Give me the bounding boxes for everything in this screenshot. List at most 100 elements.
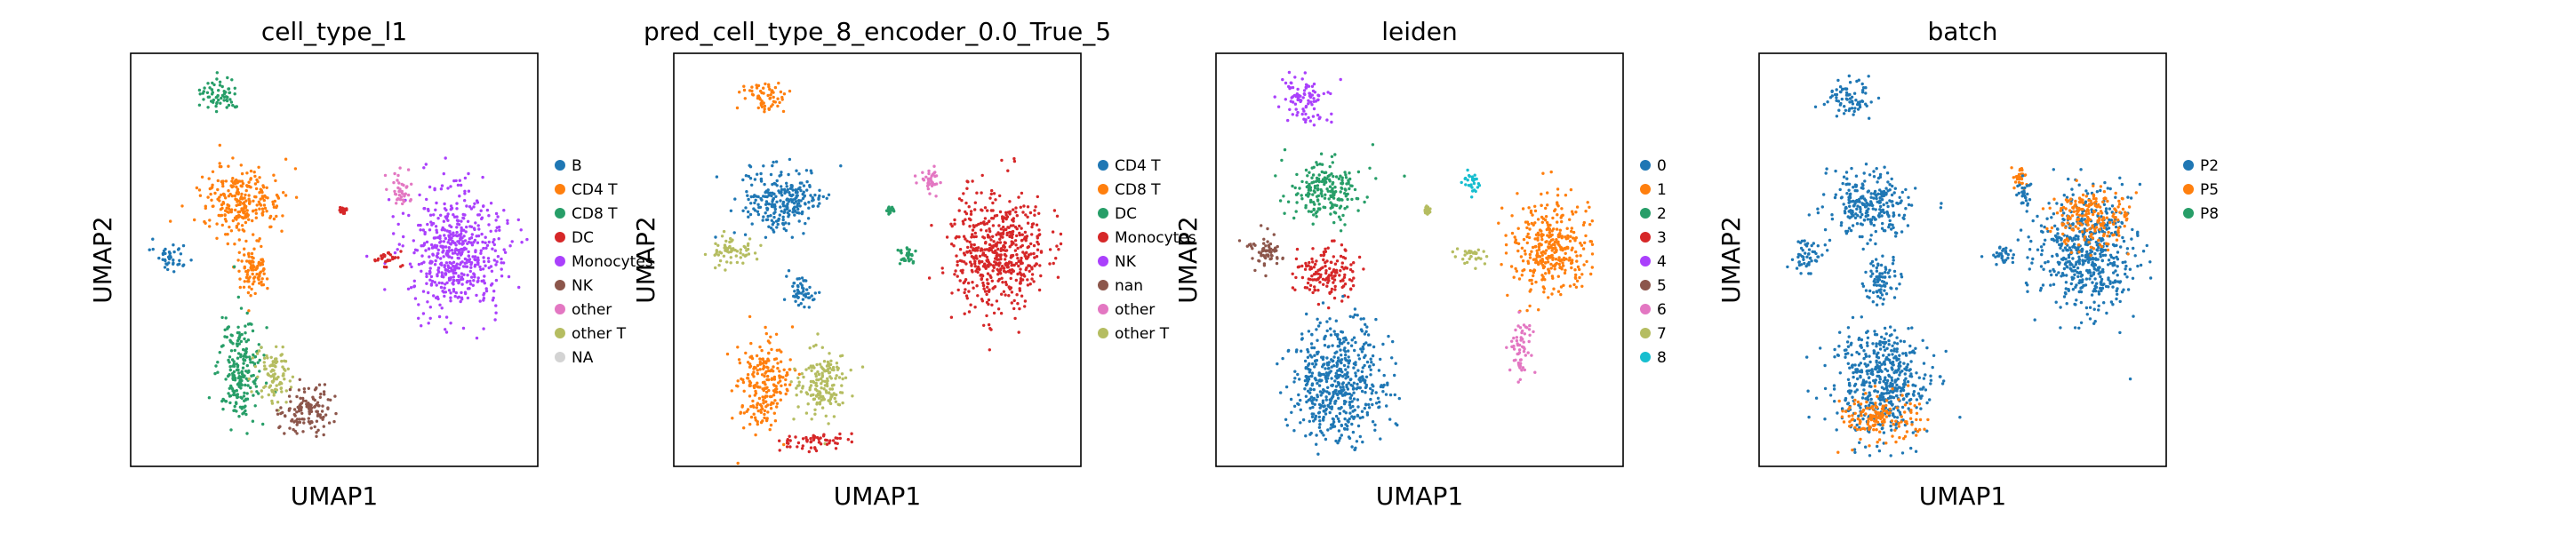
data-point [472,279,476,282]
data-point [1822,193,1826,196]
data-point [810,294,813,298]
data-point [1001,215,1004,219]
data-point [1339,390,1342,394]
data-point [1338,198,1341,202]
data-point [1327,306,1331,310]
data-point [479,267,483,272]
data-point [748,212,753,217]
data-point [971,179,974,183]
data-point [262,386,266,389]
data-point [1540,220,1545,224]
data-point [1521,366,1525,370]
legend-marker [1098,208,1108,219]
data-point [236,187,240,191]
data-point [1516,227,1520,230]
data-point [1878,172,1883,177]
data-point [1337,407,1340,410]
data-point [750,183,754,187]
data-point [926,181,930,185]
data-point [449,185,452,188]
data-point [1391,339,1395,344]
data-point [714,235,717,239]
data-point [812,393,815,397]
data-point [1266,227,1269,231]
data-point [386,259,389,263]
data-point [980,173,984,178]
data-point [1008,287,1012,291]
data-point [1333,186,1337,189]
data-point [1268,257,1272,261]
data-point [475,293,478,298]
data-point [432,236,436,240]
data-point [243,266,246,270]
data-point [983,248,987,251]
data-point [1280,158,1284,163]
data-point [1323,337,1326,341]
data-point [825,391,828,394]
data-point [911,259,916,264]
data-point [766,410,770,414]
data-point [1302,117,1306,121]
data-point [244,339,248,344]
data-point [782,298,787,301]
data-point [823,379,827,383]
data-point [1319,152,1324,155]
data-point [1528,333,1532,337]
data-point [237,228,241,232]
data-point [807,449,811,454]
data-point [1833,195,1837,200]
data-point [1892,226,1895,229]
data-point [226,374,230,378]
data-point [447,235,452,239]
data-point [460,252,464,256]
data-point [1546,257,1549,261]
data-point [796,441,801,445]
data-point [226,233,229,236]
data-point [1328,317,1332,321]
data-point [1533,221,1537,225]
data-point [981,281,985,285]
data-point [785,204,789,208]
data-point [193,218,196,222]
data-point [1572,230,1576,235]
data-point [1303,378,1308,383]
data-point [286,367,290,370]
data-point [461,212,465,217]
data-point [1315,179,1318,183]
data-point [816,370,820,374]
data-point [1005,233,1009,237]
data-point [788,368,792,371]
data-point [1055,244,1059,248]
data-point [459,299,462,304]
data-point [282,367,286,371]
data-point [508,244,512,248]
data-point [1299,99,1302,102]
data-point [788,157,792,162]
data-point [313,404,317,409]
data-point [1564,194,1568,197]
data-point [759,243,763,247]
data-point [747,197,750,202]
data-point [200,175,204,179]
data-point [1557,256,1561,259]
data-point [166,267,170,272]
data-point [1874,229,1877,234]
data-point [785,370,789,375]
data-point [933,171,937,174]
data-point [1237,239,1242,243]
data-point [797,211,801,215]
data-point [749,202,753,205]
data-point [998,261,1002,265]
data-point [1334,439,1338,443]
data-point [945,235,949,239]
data-point [960,198,964,203]
data-point [1316,163,1319,167]
data-point [1324,334,1327,338]
data-point [382,265,387,269]
data-point [1847,108,1851,113]
data-point [260,395,264,399]
data-point [259,197,262,201]
data-point [218,351,221,354]
data-point [476,261,480,265]
data-point [1312,208,1316,212]
